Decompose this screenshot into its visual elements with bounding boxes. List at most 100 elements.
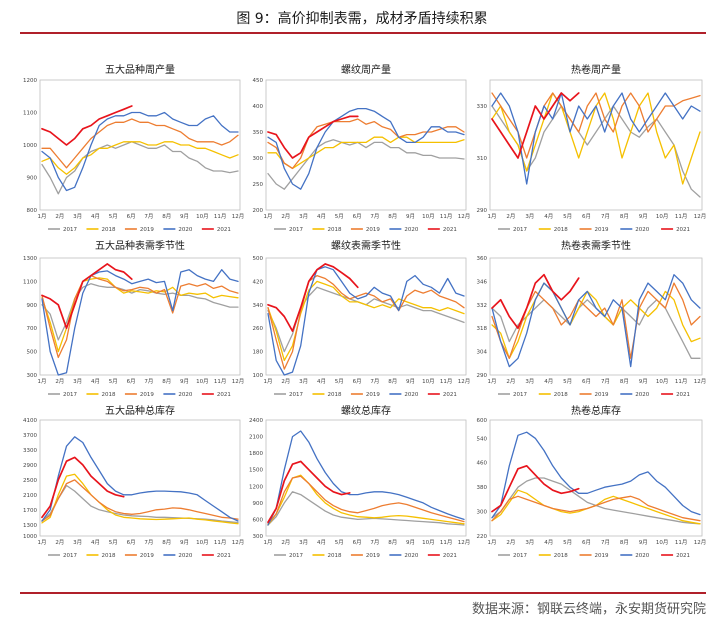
legend-label-2019: 2019: [595, 392, 609, 398]
legend-label-2019: 2019: [366, 553, 380, 559]
legend-label-2021: 2021: [217, 227, 231, 233]
y-tick-label: 3700: [23, 433, 37, 439]
series-line-2017: [267, 491, 465, 526]
series-2019: [41, 274, 239, 359]
legend-label-2018: 2018: [554, 227, 568, 233]
x-tick-label: 2月: [281, 539, 290, 546]
x-tick-label: 8月: [388, 213, 397, 220]
series-line-2018: [267, 136, 465, 170]
x-tick-label: 11月: [440, 539, 453, 546]
x-tick-label: 3月: [525, 213, 534, 220]
series-2019: [41, 118, 239, 169]
plot-frame: [489, 79, 703, 211]
x-tick-label: 3月: [73, 378, 82, 385]
series-line-2021: [491, 464, 580, 513]
x-tick-label: 11月: [214, 539, 227, 546]
y-tick-label: 1100: [23, 111, 37, 117]
x-tick-label: 8月: [620, 539, 629, 546]
x-tick-label: 11月: [440, 213, 453, 220]
legend-label-2020: 2020: [404, 392, 418, 398]
x-tick-label: 2月: [506, 539, 515, 546]
x-tick-label: 4月: [91, 378, 100, 385]
y-tick-label: 460: [477, 461, 488, 467]
x-tick-label: 5月: [109, 539, 118, 546]
legend-label-2019: 2019: [366, 227, 380, 233]
figure-title: 图 9：高价抑制表需，成材矛盾持续积累: [236, 11, 488, 27]
chart-legend: 2017 2018 2019 2020 2021: [48, 227, 231, 233]
y-tick-label: 340: [253, 303, 264, 309]
y-tick-label: 290: [477, 208, 488, 214]
x-tick-label: 7月: [370, 213, 379, 220]
x-tick-label: 5月: [335, 378, 344, 385]
y-tick-label: 500: [27, 350, 38, 356]
legend-label-2020: 2020: [178, 227, 192, 233]
y-tick-label: 900: [27, 176, 38, 182]
y-tick-label: 3300: [23, 448, 37, 454]
series-2021: [41, 456, 125, 519]
legend-label-2021: 2021: [676, 227, 690, 233]
x-tick-label: 7月: [144, 213, 153, 220]
x-tick-label: 4月: [317, 539, 326, 546]
x-tick-label: 9月: [180, 213, 189, 220]
legend-label-2020: 2020: [635, 227, 649, 233]
series-2017: [41, 484, 239, 524]
x-tick-label: 11月: [214, 213, 227, 220]
series-line-2021: [41, 456, 125, 519]
series-2019: [267, 118, 465, 170]
legend-label-2020: 2020: [404, 553, 418, 559]
x-tick-label: 8月: [162, 539, 171, 546]
y-tick-label: 360: [477, 256, 488, 262]
x-tick-label: 8月: [620, 378, 629, 385]
legend-label-2020: 2020: [178, 392, 192, 398]
x-tick-label: 6月: [582, 378, 591, 385]
x-tick-label: 3月: [299, 213, 308, 220]
plot-frame: [39, 79, 241, 211]
series-line-2020: [491, 92, 701, 185]
x-tick-label: 12月: [232, 539, 245, 546]
series-line-2017: [491, 477, 701, 525]
y-tick-label: 1000: [23, 534, 37, 540]
series-line-2017: [41, 484, 239, 524]
y-tick-label: 1000: [23, 143, 37, 149]
x-tick-label: 3月: [299, 539, 308, 546]
legend-label-2021: 2021: [443, 392, 457, 398]
chart-panel-9: 热卷总库存 220 300 380 460 540 600 1月 2月 3月 4月 5月 6月 7月 8月 9…: [477, 404, 707, 559]
x-tick-label: 4月: [317, 213, 326, 220]
series-2021: [491, 273, 580, 330]
series-2020: [41, 269, 239, 376]
series-line-2017: [267, 139, 465, 190]
series-line-2021: [267, 263, 359, 332]
y-tick-label: 600: [253, 517, 264, 523]
plot-frame: [265, 79, 467, 211]
x-tick-label: 12月: [694, 213, 707, 220]
series-2018: [267, 136, 465, 170]
x-tick-label: 5月: [109, 378, 118, 385]
series-2020: [491, 431, 701, 519]
y-tick-label: 100: [253, 373, 264, 379]
series-2020: [491, 274, 701, 368]
x-tick-label: 9月: [639, 378, 648, 385]
legend-label-2018: 2018: [554, 392, 568, 398]
series-2017: [267, 491, 465, 526]
x-tick-label: 7月: [370, 539, 379, 546]
series-line-2019: [491, 92, 701, 159]
x-tick-label: 2月: [55, 213, 64, 220]
x-tick-label: 5月: [563, 213, 572, 220]
chart-panel-2: 螺纹周产量 200 250 300 350 400 450 1月 2月 3月 4月 5月 6月 7月 8月 9…: [253, 63, 471, 233]
y-tick-label: 260: [253, 326, 264, 332]
legend-label-2021: 2021: [443, 227, 457, 233]
y-tick-label: 2900: [23, 463, 37, 469]
series-line-2018: [41, 473, 239, 525]
x-tick-label: 9月: [180, 539, 189, 546]
x-tick-label: 7月: [144, 378, 153, 385]
x-tick-label: 3月: [525, 539, 534, 546]
x-tick-label: 2月: [281, 213, 290, 220]
chart-panel-1: 五大品种周产量 800 900 1000 1100 1200 1月 2月 3月 4月 5月 6月 7月 8…: [23, 63, 244, 233]
chart-title: 热卷总库存: [571, 404, 621, 417]
x-tick-label: 10月: [196, 378, 209, 385]
series-2019: [267, 475, 465, 525]
x-tick-label: 1月: [264, 213, 273, 220]
legend-label-2018: 2018: [327, 392, 341, 398]
chart-panel-8: 螺纹总库存 300 600 900 1200 1500 1800 2100 2400 1月 2月 3月…: [249, 404, 470, 559]
chart-legend: 2017 2018 2019 2020 2021: [274, 227, 457, 233]
